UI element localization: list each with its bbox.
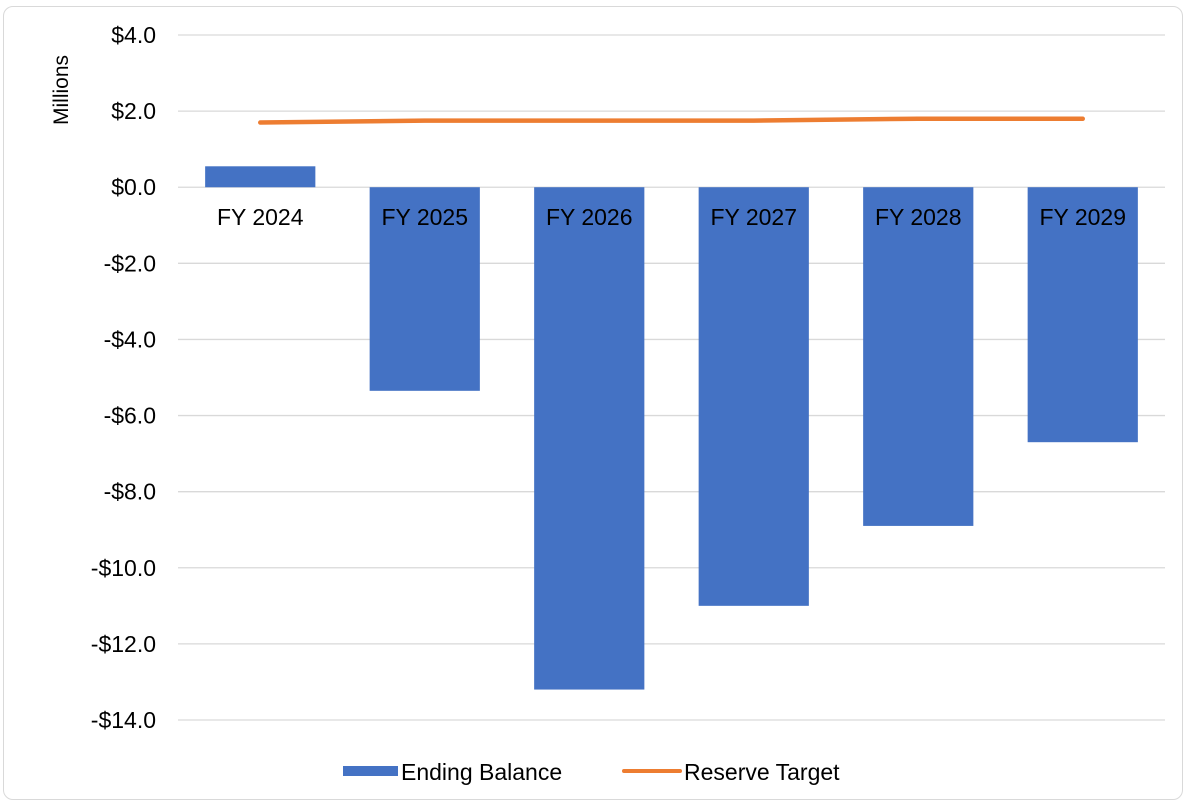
y-tick-label: -$6.0 <box>104 403 156 429</box>
y-tick-label: -$8.0 <box>104 479 156 505</box>
y-tick-label: -$12.0 <box>91 631 156 657</box>
y-tick-label: -$14.0 <box>91 707 156 733</box>
category-label: FY 2026 <box>546 204 633 230</box>
category-label: FY 2025 <box>381 204 468 230</box>
bar-series <box>205 166 1138 690</box>
y-tick-label: $0.0 <box>111 174 156 200</box>
bar-fy-2029 <box>1027 187 1138 443</box>
category-label: FY 2024 <box>217 204 304 230</box>
y-tick-label: -$4.0 <box>104 326 156 352</box>
y-axis-title: Millions <box>50 55 73 125</box>
bar-fy-2024 <box>205 166 316 188</box>
legend-label-ending-balance: Ending Balance <box>401 759 562 785</box>
y-tick-label: $2.0 <box>111 98 156 124</box>
legend-swatch-ending-balance <box>343 766 398 776</box>
y-tick-label: -$2.0 <box>104 250 156 276</box>
gridlines <box>178 34 1165 721</box>
legend: Ending Balance Reserve Target <box>343 759 840 785</box>
category-label: FY 2028 <box>875 204 962 230</box>
bar-fy-2026 <box>534 187 645 690</box>
category-label: FY 2027 <box>710 204 797 230</box>
category-label: FY 2029 <box>1039 204 1126 230</box>
bar-fy-2028 <box>863 187 974 526</box>
legend-label-reserve-target: Reserve Target <box>684 759 840 785</box>
y-axis-ticks: $4.0 $2.0 $0.0 -$2.0 -$4.0 -$6.0 -$8.0 -$10.0 -$… <box>91 22 156 733</box>
category-labels: FY 2024 FY 2025 FY 2026 FY 2027 FY 2028 FY 20… <box>217 204 1126 230</box>
bar-fy-2025 <box>369 187 480 391</box>
reserve-target-line <box>258 116 1085 125</box>
y-tick-label: $4.0 <box>111 22 156 48</box>
line-series <box>258 116 1085 125</box>
bar-fy-2027 <box>698 187 809 606</box>
y-tick-label: -$10.0 <box>91 555 156 581</box>
